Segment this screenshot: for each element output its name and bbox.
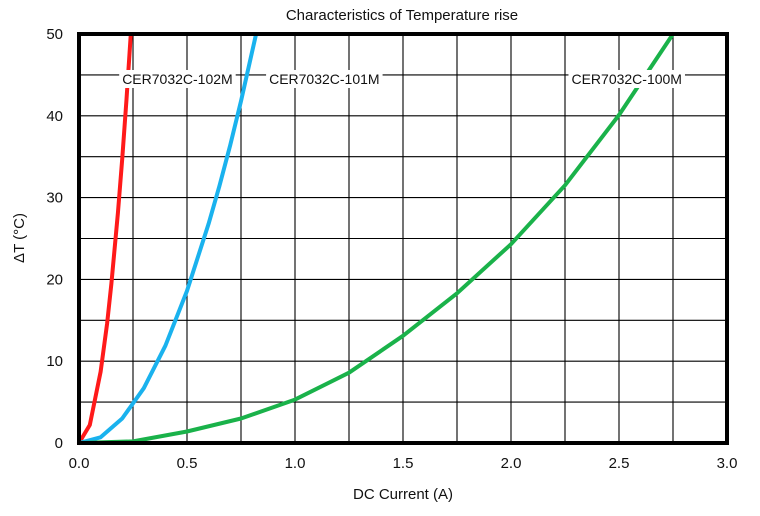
x-tick-label: 2.5 bbox=[609, 455, 630, 472]
x-axis-label: DC Current (A) bbox=[353, 486, 453, 503]
series-label-1: CER7032C-102M bbox=[122, 71, 233, 87]
series-label-background bbox=[568, 69, 685, 88]
plot-frame bbox=[77, 32, 729, 445]
series-line-2 bbox=[77, 32, 259, 445]
legend-labels: CER7032C-102M CER7032C-101M CER7032C-100M bbox=[119, 69, 685, 88]
series-line-3 bbox=[77, 32, 675, 445]
series-label-background bbox=[266, 69, 383, 88]
series-label-background bbox=[119, 69, 236, 88]
y-tick-label: 10 bbox=[46, 353, 63, 370]
y-tick-label: 0 bbox=[55, 435, 63, 452]
series-label-2: CER7032C-101M bbox=[269, 71, 380, 87]
x-tick-label: 2.0 bbox=[501, 455, 522, 472]
y-tick-label: 50 bbox=[46, 26, 63, 43]
x-tick-label: 0.0 bbox=[69, 455, 90, 472]
series-lines bbox=[77, 32, 675, 445]
tick-labels: 0.0 0.5 1.0 1.5 2.0 2.5 3.0 0 10 20 30 40 50 bbox=[46, 26, 737, 472]
y-axis-label: ΔT (°C) bbox=[11, 213, 28, 263]
grid bbox=[79, 34, 727, 443]
y-tick-label: 30 bbox=[46, 190, 63, 207]
x-tick-label: 1.0 bbox=[285, 455, 306, 472]
y-tick-label: 40 bbox=[46, 108, 63, 125]
x-tick-label: 3.0 bbox=[717, 455, 738, 472]
series-label-3: CER7032C-100M bbox=[571, 71, 682, 87]
x-tick-label: 0.5 bbox=[177, 455, 198, 472]
y-tick-label: 20 bbox=[46, 271, 63, 288]
series-line-1 bbox=[77, 32, 133, 445]
x-tick-label: 1.5 bbox=[393, 455, 414, 472]
chart-title: Characteristics of Temperature rise bbox=[286, 7, 518, 24]
